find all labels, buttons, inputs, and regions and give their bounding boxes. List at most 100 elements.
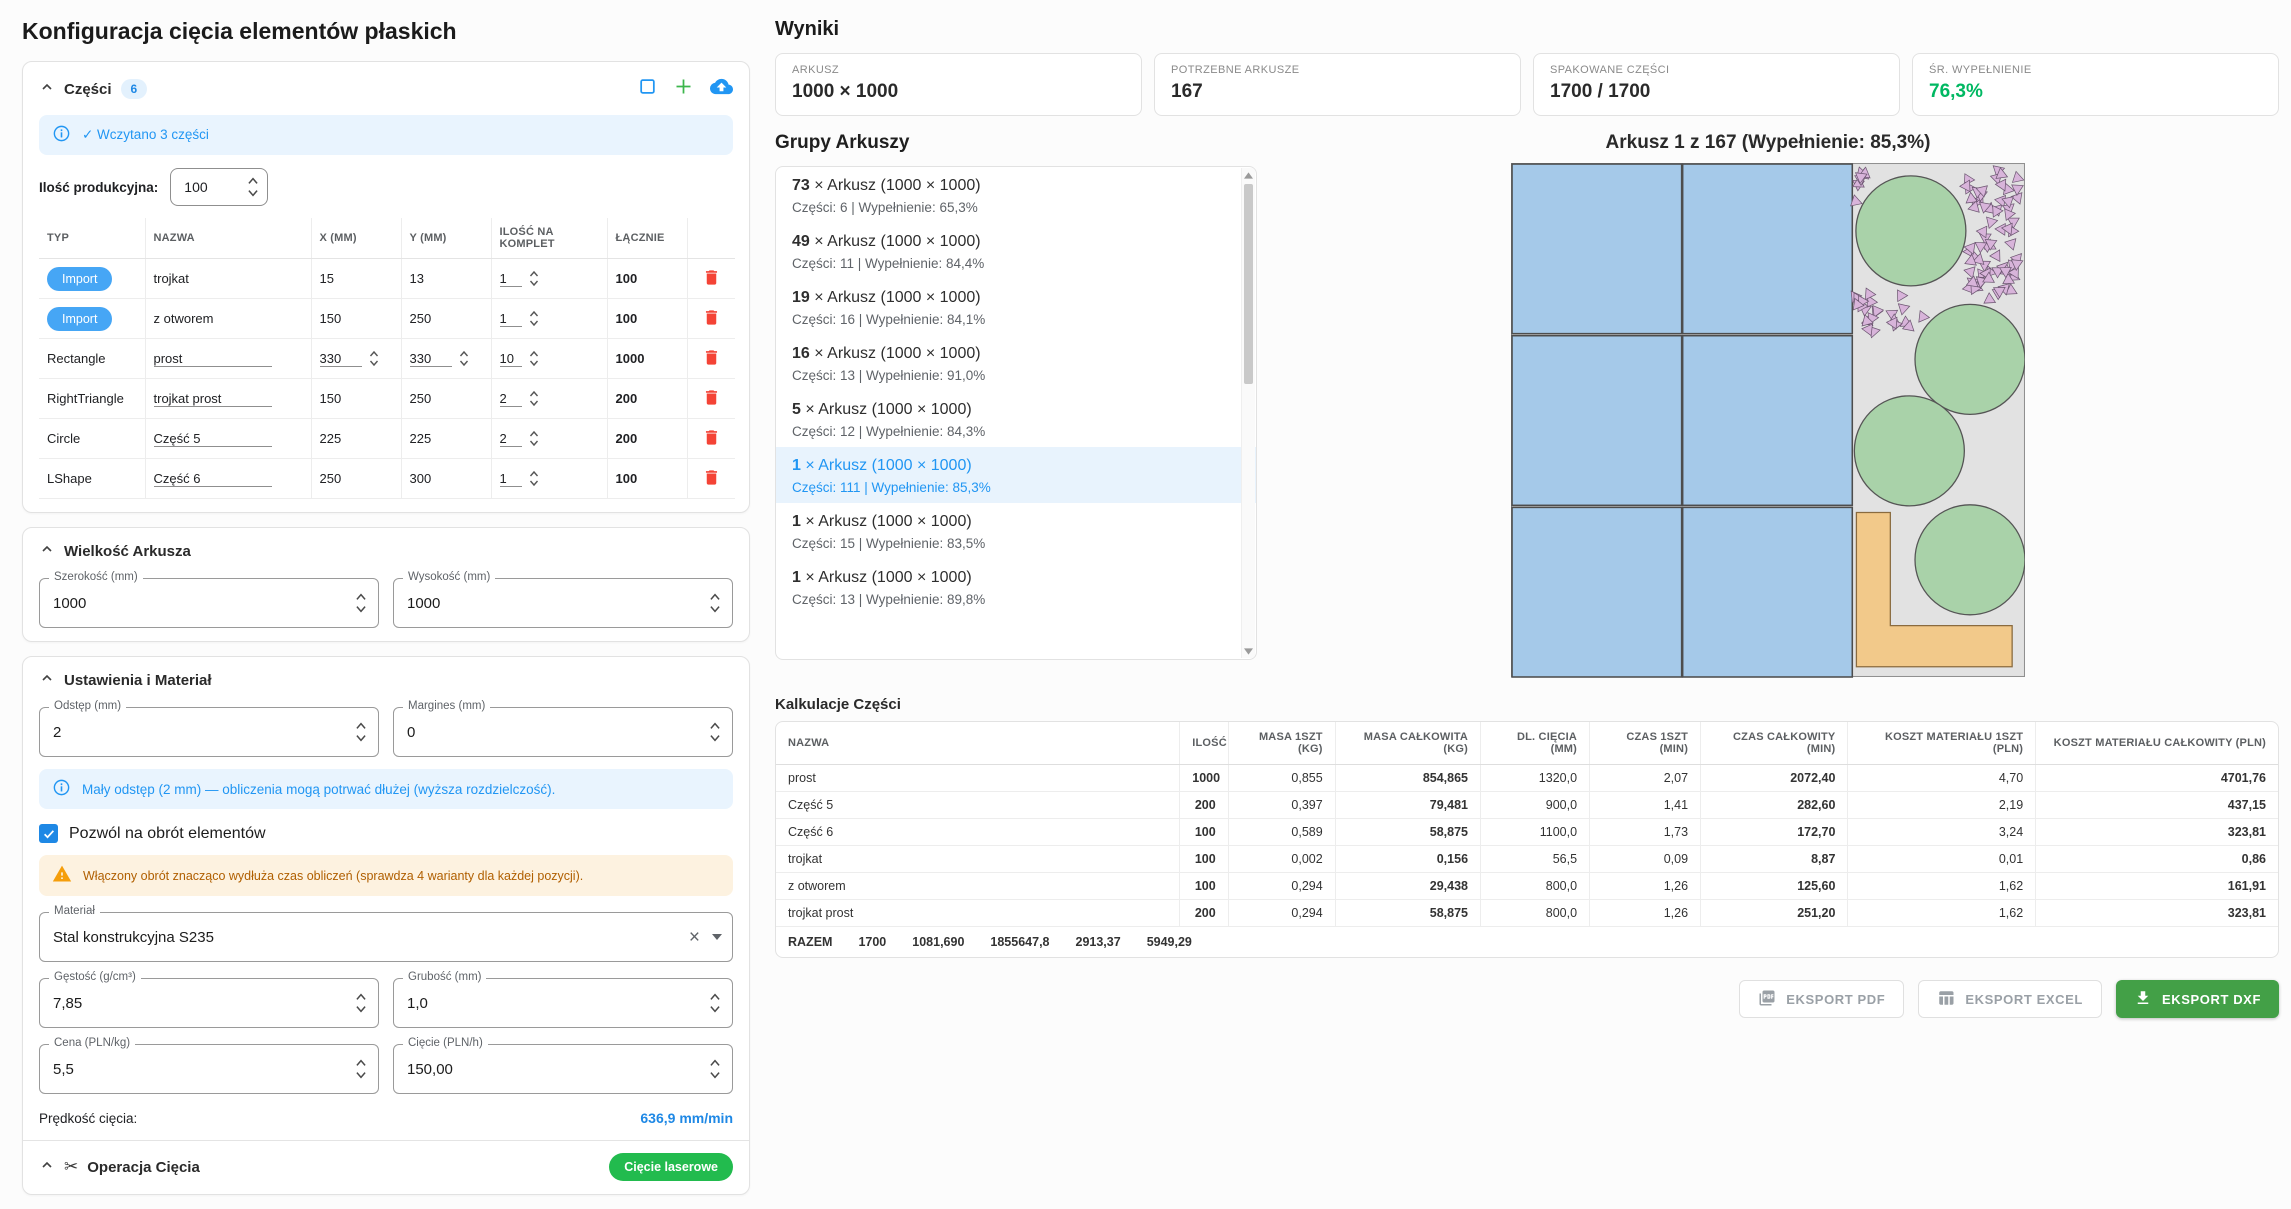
nested-triangle-part (1975, 225, 1988, 239)
dropdown-caret-icon[interactable] (712, 934, 722, 940)
sheet-group-item[interactable]: 19 × Arkusz (1000 × 1000) Części: 16 | Wy… (776, 279, 1256, 335)
density-value: 7,85 (53, 994, 83, 1012)
part-dimension: 225 (409, 431, 432, 446)
calc-cell: 100 (1179, 818, 1229, 846)
margin-stepper[interactable] (708, 721, 722, 743)
trash-icon[interactable] (702, 349, 721, 370)
nested-triangle-part (1995, 167, 2009, 179)
part-y-cell: 250 (401, 378, 492, 419)
calc-cell: 251,20 (1700, 899, 1848, 927)
sheet-group-item[interactable]: 1 × Arkusz (1000 × 1000) Części: 13 | Wyp… (776, 559, 1256, 615)
part-y-cell: 225 (401, 418, 492, 459)
part-x-cell: 225 (311, 418, 402, 459)
nested-circle-part (1914, 303, 2025, 415)
export-excel-button[interactable]: EKSPORT EXCEL (1918, 980, 2102, 1018)
part-dimension: 250 (409, 311, 432, 326)
part-dimension-input[interactable]: 330 (409, 351, 452, 367)
nested-triangle-part (1986, 216, 1999, 230)
calc-cell: 854,865 (1334, 764, 1481, 792)
rotation-checkbox[interactable] (39, 824, 58, 843)
sheet-group-item[interactable]: 16 × Arkusz (1000 × 1000) Części: 13 | Wy… (776, 335, 1256, 391)
add-part-icon[interactable] (673, 76, 694, 102)
per-set-input[interactable]: 2 (499, 391, 522, 407)
cut-rate-field[interactable]: Cięcie (PLN/h) 150,00 (393, 1037, 733, 1094)
results-panel: Wyniki ARKUSZ 1000 × 1000 POTRZEBNE ARKUSZ… (775, 0, 2291, 1018)
per-set-input[interactable]: 10 (499, 351, 522, 367)
calc-cell: 3,24 (1847, 818, 2036, 846)
stepper[interactable] (528, 350, 540, 367)
part-total-cell: 1000 (607, 338, 688, 379)
per-set-input[interactable]: 2 (499, 431, 522, 447)
sheet-height-field[interactable]: Wysokość (mm) 1000 (393, 571, 733, 628)
group-sub-line: Części: 13 | Wypełnienie: 89,8% (792, 592, 986, 607)
chevron-up-icon[interactable] (39, 670, 55, 691)
part-dimension-input[interactable]: 330 (319, 351, 362, 367)
stepper[interactable] (458, 350, 470, 367)
density-field[interactable]: Gęstość (g/cm³) 7,85 (39, 971, 379, 1028)
production-qty-input[interactable]: 100 (170, 168, 269, 206)
sheet-group-item[interactable]: 5 × Arkusz (1000 × 1000) Części: 12 | Wyp… (776, 391, 1256, 447)
stepper[interactable] (528, 270, 540, 287)
sheet-height-stepper[interactable] (708, 592, 722, 614)
per-set-input[interactable]: 1 (499, 311, 522, 327)
sheet-width-field[interactable]: Szerokość (mm) 1000 (39, 571, 379, 628)
nested-triangle-part (2002, 272, 2015, 285)
gap-stepper[interactable] (354, 721, 368, 743)
trash-icon[interactable] (702, 389, 721, 410)
price-stepper[interactable] (354, 1058, 368, 1080)
chevron-up-icon[interactable] (39, 541, 55, 562)
gap-field[interactable]: Odstęp (mm) 2 (39, 700, 379, 757)
sheet-group-item[interactable]: 49 × Arkusz (1000 × 1000) Części: 11 | Wy… (776, 223, 1256, 279)
margin-field[interactable]: Margines (mm) 0 (393, 700, 733, 757)
stepper[interactable] (528, 390, 540, 407)
sheet-group-item[interactable]: 1 × Arkusz (1000 × 1000) Części: 15 | Wyp… (776, 503, 1256, 559)
chevron-up-icon[interactable] (39, 79, 55, 100)
export-dxf-button[interactable]: EKSPORT DXF (2115, 980, 2279, 1018)
parts-section-title: Części (64, 80, 112, 98)
thickness-stepper[interactable] (708, 992, 722, 1014)
group-main-line: 1 × Arkusz (1000 × 1000) (792, 513, 972, 530)
production-qty-stepper[interactable] (246, 176, 260, 198)
scrollbar-up-icon[interactable] (1242, 169, 1255, 181)
nested-rectangle-part (1681, 506, 1854, 678)
sheet-group-item[interactable]: 73 × Arkusz (1000 × 1000) Części: 6 | Wyp… (776, 167, 1256, 223)
part-name-input[interactable]: Część 5 (153, 431, 272, 447)
trash-icon[interactable] (702, 269, 721, 290)
nested-triangle-part (1850, 194, 1863, 207)
stepper[interactable] (528, 470, 540, 487)
part-name-input[interactable]: trojkat prost (153, 391, 272, 407)
density-stepper[interactable] (354, 992, 368, 1014)
rotation-warning-alert: Włączony obrót znacząco wydłuża czas obl… (39, 855, 733, 896)
stepper[interactable] (368, 350, 380, 367)
trash-icon[interactable] (702, 309, 721, 330)
thickness-field[interactable]: Grubość (mm) 1,0 (393, 971, 733, 1028)
part-name-input[interactable]: prost (153, 351, 272, 367)
laser-cut-chip[interactable]: Cięcie laserowe (609, 1153, 733, 1181)
trash-icon[interactable] (702, 429, 721, 450)
calc-total-value: 1081,690 (912, 935, 965, 949)
export-buttons-row: EKSPORT PDF EKSPORT EXCEL EKSPORT DXF (775, 980, 2279, 1018)
stepper[interactable] (528, 430, 540, 447)
rotation-checkbox-label[interactable]: Pozwól na obrót elementów (69, 824, 266, 842)
material-select[interactable]: Materiał Stal konstrukcyjna S235 × (39, 905, 733, 962)
chevron-up-icon[interactable] (39, 1157, 55, 1178)
per-set-input[interactable]: 1 (499, 271, 522, 287)
export-pdf-button[interactable]: EKSPORT PDF (1739, 980, 1905, 1018)
sheet-nesting-preview[interactable] (1511, 162, 2025, 678)
per-set-input[interactable]: 1 (499, 471, 522, 487)
cloud-upload-icon[interactable] (710, 75, 733, 103)
production-qty-value: 100 (184, 179, 208, 195)
sheet-group-item-selected[interactable]: 1 × Arkusz (1000 × 1000) Części: 111 | Wy… (776, 447, 1256, 503)
part-name-input[interactable]: Część 6 (153, 471, 272, 487)
scrollbar-thumb[interactable] (1244, 184, 1253, 384)
stepper[interactable] (528, 310, 540, 327)
price-field[interactable]: Cena (PLN/kg) 5,5 (39, 1037, 379, 1094)
scrollbar-down-icon[interactable] (1242, 645, 1255, 657)
sheet-width-stepper[interactable] (354, 592, 368, 614)
clear-material-icon[interactable]: × (688, 926, 700, 948)
select-square-icon[interactable] (638, 77, 657, 101)
scrollbar[interactable] (1241, 168, 1255, 658)
trash-icon[interactable] (702, 469, 721, 490)
cut-rate-stepper[interactable] (708, 1058, 722, 1080)
scissors-icon: ✂ (64, 1157, 79, 1176)
